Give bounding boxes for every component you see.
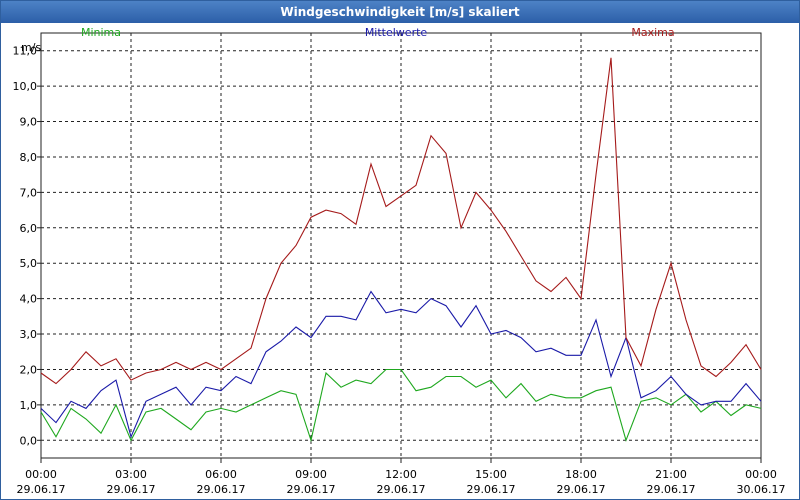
y-tick-label: 0,0 xyxy=(20,434,38,447)
x-tick-date: 29.06.17 xyxy=(107,483,156,496)
y-axis-unit: m/s xyxy=(21,41,41,54)
x-tick-date: 29.06.17 xyxy=(17,483,66,496)
legend-maxima: Maxima xyxy=(631,26,674,39)
axes xyxy=(37,32,762,463)
chart-area: 0,0 1,0 2,0 3,0 4,0 5,0 6,0 7,0 8,0 9,0 10,0 11,0 0… xyxy=(13,26,786,496)
x-tick-time: 18:00 xyxy=(565,468,597,481)
y-tick-label: 4,0 xyxy=(20,293,38,306)
x-tick-time: 09:00 xyxy=(295,468,327,481)
x-tick-date: 29.06.17 xyxy=(287,483,336,496)
legend-mittelwerte: Mittelwerte xyxy=(365,26,428,39)
y-axis-labels: 0,0 1,0 2,0 3,0 4,0 5,0 6,0 7,0 8,0 9,0 10,0 11,0 xyxy=(13,45,38,448)
x-tick-date: 29.06.17 xyxy=(197,483,246,496)
x-tick-date: 29.06.17 xyxy=(557,483,606,496)
series-line-minima xyxy=(40,368,762,443)
plot-frame xyxy=(40,32,762,459)
y-tick-label: 6,0 xyxy=(20,222,38,235)
y-tick-label: 7,0 xyxy=(20,186,38,199)
x-axis-labels: 00:00 29.06.17 03:00 29.06.17 06:00 29.06.17 0… xyxy=(17,468,786,496)
y-tick-label: 5,0 xyxy=(20,257,38,270)
grid xyxy=(41,33,761,458)
x-tick-time: 00:00 xyxy=(745,468,777,481)
series-lines xyxy=(40,57,762,443)
y-tick-label: 10,0 xyxy=(13,80,38,93)
y-tick-label: 8,0 xyxy=(20,151,38,164)
x-tick-time: 15:00 xyxy=(475,468,507,481)
y-tick-label: 3,0 xyxy=(20,328,38,341)
legend-minima: Minima xyxy=(81,26,121,39)
y-tick-label: 11,0 xyxy=(13,45,38,58)
x-tick-time: 21:00 xyxy=(655,468,687,481)
series-line-maxima xyxy=(40,57,762,385)
x-tick-date: 30.06.17 xyxy=(737,483,786,496)
window-title: Windgeschwindigkeit [m/s] skaliert xyxy=(1,1,799,23)
x-tick-date: 29.06.17 xyxy=(647,483,696,496)
legend: Minima Mittelwerte Maxima xyxy=(81,26,675,39)
y-tick-label: 2,0 xyxy=(20,363,38,376)
y-tick-label: 9,0 xyxy=(20,116,38,129)
x-tick-time: 03:00 xyxy=(115,468,147,481)
series-line-mittelwerte xyxy=(40,290,762,439)
x-tick-time: 12:00 xyxy=(385,468,417,481)
x-tick-date: 29.06.17 xyxy=(467,483,516,496)
x-tick-time: 06:00 xyxy=(205,468,237,481)
y-tick-label: 1,0 xyxy=(20,399,38,412)
x-tick-date: 29.06.17 xyxy=(377,483,426,496)
x-tick-time: 00:00 xyxy=(25,468,57,481)
